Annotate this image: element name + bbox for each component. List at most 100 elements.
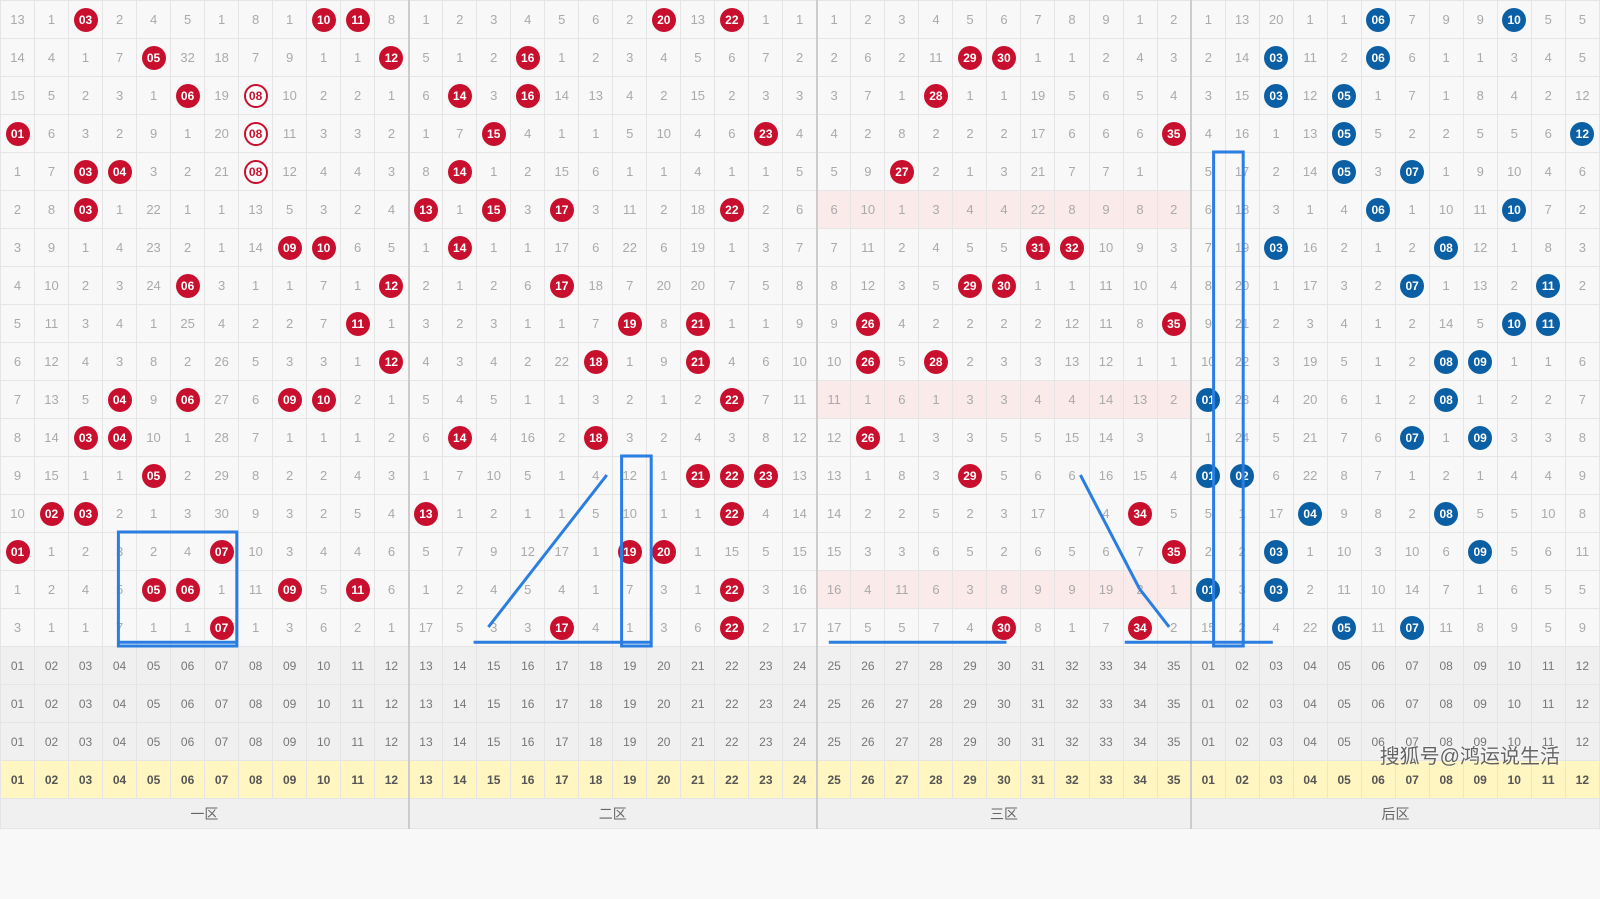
footer-cell: 04: [103, 723, 137, 761]
cell: 3: [1157, 39, 1191, 77]
cell: 7: [715, 267, 749, 305]
footer-cell: 01: [1, 647, 35, 685]
cell: 8: [987, 571, 1021, 609]
cell: 2: [1157, 191, 1191, 229]
cell: 07: [205, 533, 239, 571]
footer-cell: 08: [1429, 647, 1463, 685]
cell: 7: [749, 381, 783, 419]
blue-ball: 02: [1230, 464, 1254, 488]
cell: 32: [1055, 229, 1089, 267]
footer-cell: 17: [545, 647, 579, 685]
cell: 1: [953, 77, 987, 115]
cell: 2: [1395, 229, 1429, 267]
cell: 21: [1293, 419, 1327, 457]
cell: 4: [35, 39, 69, 77]
footer-cell: 20: [647, 685, 681, 723]
red-ball: 23: [754, 464, 778, 488]
footer-cell: 15: [477, 685, 511, 723]
cell: 3: [1191, 77, 1225, 115]
cell: 1: [545, 305, 579, 343]
footer-cell: 22: [715, 647, 749, 685]
cell: 5: [749, 267, 783, 305]
cell: 13: [409, 495, 443, 533]
red-ball: 19: [618, 312, 642, 336]
footer-cell: 27: [885, 647, 919, 685]
cell: 3: [1293, 305, 1327, 343]
cell: 2: [273, 457, 307, 495]
cell: 7: [1395, 77, 1429, 115]
cell: 1: [171, 191, 205, 229]
cell: 13: [1, 1, 35, 39]
footer-cell: 15: [477, 647, 511, 685]
red-ball: 31: [1026, 236, 1050, 260]
cell: 3: [205, 267, 239, 305]
cell: 2: [647, 419, 681, 457]
red-ball: 23: [754, 122, 778, 146]
cell: 11: [1531, 305, 1565, 343]
cell: 1: [885, 419, 919, 457]
cell: 8: [1463, 77, 1497, 115]
cell: 10: [1361, 571, 1395, 609]
cell: 1: [443, 495, 477, 533]
cell: 6: [375, 533, 409, 571]
red-ball: 29: [958, 46, 982, 70]
cell: 1: [1191, 1, 1225, 39]
cell: 23: [1225, 381, 1259, 419]
cell: 6: [1531, 533, 1565, 571]
cell: 3: [1497, 419, 1531, 457]
cell: 4: [341, 457, 375, 495]
cell: 03: [1259, 229, 1293, 267]
blue-ball: 08: [1434, 502, 1458, 526]
cell: 2: [953, 115, 987, 153]
cell: 1: [647, 495, 681, 533]
cell: 1: [205, 571, 239, 609]
cell: 3: [613, 39, 647, 77]
cell: 11: [239, 571, 273, 609]
cell: 14: [545, 77, 579, 115]
cell: 5: [1565, 571, 1599, 609]
cell: 6: [239, 381, 273, 419]
cell: 1: [885, 191, 919, 229]
cell: 4: [477, 571, 511, 609]
cell: 7: [783, 229, 817, 267]
red-ball: 20: [652, 540, 676, 564]
cell: 1: [1225, 495, 1259, 533]
cell: 17: [545, 609, 579, 647]
footer-cell: 13: [409, 723, 443, 761]
footer-cell: 31: [1021, 647, 1055, 685]
footer-cell: 21: [681, 647, 715, 685]
cell: 04: [103, 381, 137, 419]
cell: 08: [1429, 495, 1463, 533]
cell: 5: [1463, 305, 1497, 343]
footer-cell: 11: [1531, 761, 1565, 799]
cell: 9: [1565, 609, 1599, 647]
cell: 10: [851, 191, 885, 229]
cell: 1: [69, 229, 103, 267]
cell: 22: [1225, 343, 1259, 381]
blue-ball: 05: [1332, 84, 1356, 108]
cell: 2: [341, 191, 375, 229]
cell: 15: [681, 77, 715, 115]
cell: 3: [919, 457, 953, 495]
footer-cell: 12: [375, 761, 409, 799]
footer-cell: 14: [443, 723, 477, 761]
blue-ball: 06: [1366, 46, 1390, 70]
cell: 8: [35, 191, 69, 229]
cell: 8: [817, 267, 851, 305]
red-ball: 01: [6, 540, 30, 564]
red-ball: 26: [856, 312, 880, 336]
blue-ball: 01: [1196, 464, 1220, 488]
cell: 07: [1395, 609, 1429, 647]
footer-cell: 01: [1191, 761, 1225, 799]
cell: 4: [103, 305, 137, 343]
cell: 1: [1293, 191, 1327, 229]
cell: 1: [545, 457, 579, 495]
cell: 1: [851, 381, 885, 419]
cell: 2: [1089, 39, 1123, 77]
cell: 3: [1021, 343, 1055, 381]
cell: 6: [375, 571, 409, 609]
footer-cell: 06: [171, 723, 205, 761]
red-ball: 03: [74, 426, 98, 450]
footer-cell: 02: [1225, 685, 1259, 723]
footer-cell: 07: [1395, 647, 1429, 685]
